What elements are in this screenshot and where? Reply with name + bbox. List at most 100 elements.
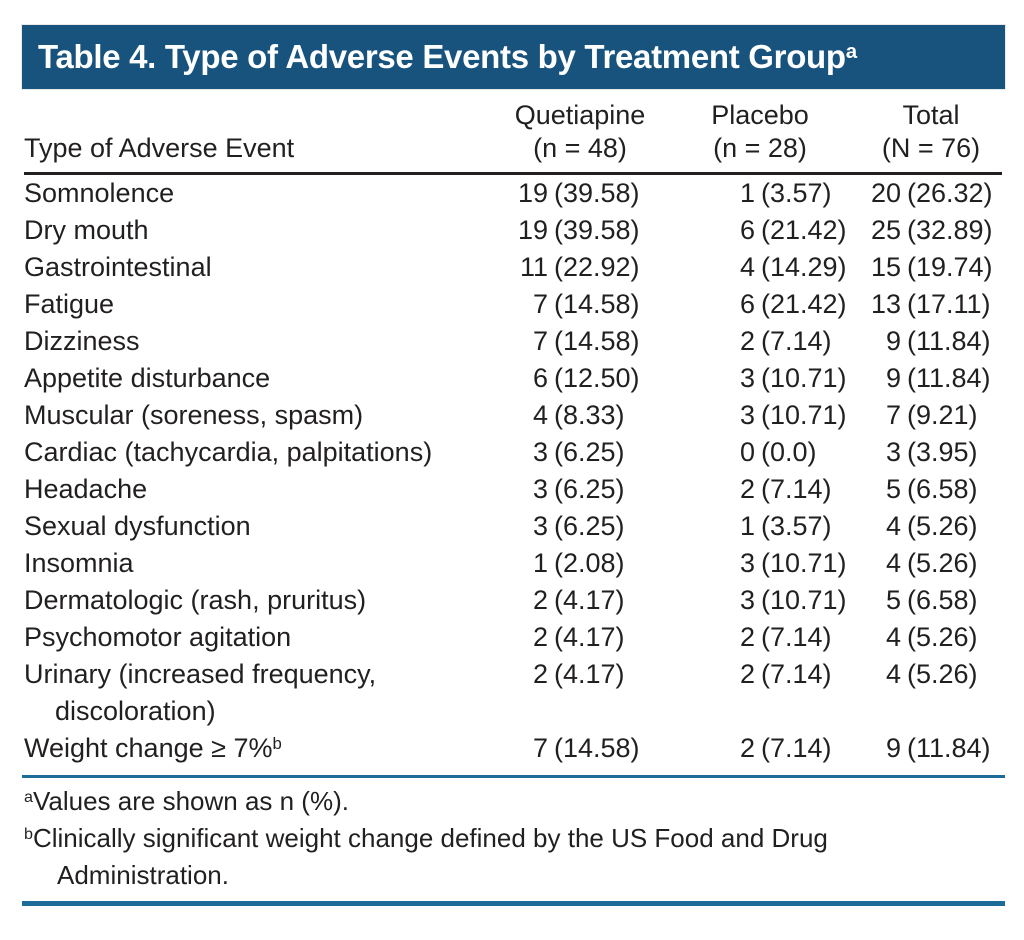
percent-value: (39.58) (554, 178, 640, 208)
quetiapine-cell: 1 (2.08) (500, 545, 660, 582)
footnote-text: Values are shown as n (%). (32, 786, 349, 816)
event-cell: Somnolence (24, 174, 500, 213)
quetiapine-cell: 7 (14.58) (500, 323, 660, 360)
footnote: bClinically significant weight change de… (24, 820, 1002, 894)
percent-value: (5.26) (907, 511, 978, 541)
footnote-text: Clinically significant weight change def… (32, 823, 828, 853)
table-bottom-rule (22, 901, 1005, 906)
event-label: Urinary (increased frequency, (24, 659, 377, 689)
percent-value: (22.92) (554, 252, 640, 282)
quetiapine-cell: 7 (14.58) (500, 286, 660, 323)
percent-value: (12.50) (554, 363, 640, 393)
percent-value: (10.71) (761, 548, 847, 578)
count-value: 2 (532, 622, 548, 652)
percent-value: (11.84) (907, 363, 991, 393)
placebo-cell: 3 (10.71) (660, 360, 860, 397)
table-title: Table 4. Type of Adverse Events by Treat… (38, 38, 857, 76)
percent-value: (32.89) (907, 215, 993, 245)
count-value: 2 (739, 659, 755, 689)
total-cell: 4 (5.26) (860, 545, 1002, 582)
quetiapine-cell: 11 (22.92) (500, 249, 660, 286)
event-label: Muscular (soreness, spasm) (24, 400, 364, 430)
percent-value: (4.17) (554, 622, 625, 652)
percent-value: (11.84) (907, 733, 991, 763)
quetiapine-cell: 2 (4.17) (500, 619, 660, 656)
event-cell: Appetite disturbance (24, 360, 500, 397)
count-value: 2 (739, 474, 755, 504)
total-cell: 4 (5.26) (860, 656, 1002, 730)
footnote-divider-rule (22, 775, 1005, 778)
quetiapine-cell: 2 (4.17) (500, 582, 660, 619)
table-row: Headache 3 (6.25) 2 (7.14) 5 (6.58) (24, 471, 1002, 508)
table-row: Muscular (soreness, spasm) 4 (8.33) 3 (10.… (24, 397, 1002, 434)
table-title-bar: Table 4. Type of Adverse Events by Treat… (21, 24, 1006, 90)
column-header-total: Total (N = 76) (860, 99, 1002, 175)
placebo-cell: 1 (3.57) (660, 508, 860, 545)
count-value: 4 (885, 511, 901, 541)
count-value: 3 (532, 474, 548, 504)
percent-value: (3.57) (761, 511, 832, 541)
event-cell: Gastrointestinal (24, 249, 500, 286)
group-name: Placebo (711, 100, 809, 130)
event-label: Dizziness (24, 326, 140, 356)
percent-value: (39.58) (554, 215, 640, 245)
event-cell: Muscular (soreness, spasm) (24, 397, 500, 434)
count-value: 2 (739, 326, 755, 356)
table-title-text: Table 4. Type of Adverse Events by Treat… (38, 38, 846, 75)
total-cell: 5 (6.58) (860, 471, 1002, 508)
count-value: 4 (739, 252, 755, 282)
placebo-cell: 2 (7.14) (660, 656, 860, 730)
count-value: 6 (739, 215, 755, 245)
group-name: Total (902, 100, 960, 130)
count-value: 15 (870, 252, 901, 282)
table-row: Psychomotor agitation 2 (4.17) 2 (7.14) 4(… (24, 619, 1002, 656)
percent-value: (6.58) (907, 585, 978, 615)
event-label: Psychomotor agitation (24, 622, 292, 652)
count-value: 2 (739, 733, 755, 763)
table-row: Fatigue 7 (14.58) 6 (21.42) 13 (17.11) (24, 286, 1002, 323)
count-value: 3 (739, 585, 755, 615)
column-header-placebo: Placebo (n = 28) (660, 99, 860, 175)
percent-value: (7.14) (761, 622, 832, 652)
total-cell: 13 (17.11) (860, 286, 1002, 323)
placebo-cell: 0 (0.0) (660, 434, 860, 471)
table-row: Insomnia 1 (2.08) 3 (10.71) 4 (5.26) (24, 545, 1002, 582)
event-cell: Dermatologic (rash, pruritus) (24, 582, 500, 619)
table-row: Urinary (increased frequency, discolorati… (24, 656, 1002, 730)
percent-value: (7.14) (761, 659, 832, 689)
total-cell: 9 (11.84) (860, 323, 1002, 360)
placebo-cell: 2 (7.14) (660, 619, 860, 656)
count-value: 4 (885, 622, 901, 652)
page: Table 4. Type of Adverse Events by Treat… (21, 24, 1006, 906)
quetiapine-cell: 19 (39.58) (500, 174, 660, 213)
total-cell: 25 (32.89) (860, 212, 1002, 249)
event-label: Sexual dysfunction (24, 511, 251, 541)
percent-value: (6.58) (907, 474, 978, 504)
table-row: Sexual dysfunction 3 (6.25) 1 (3.57) 4 (5.2… (24, 508, 1002, 545)
column-header-event: Type of Adverse Event (24, 99, 500, 175)
count-value: 3 (739, 363, 755, 393)
table-row: Dry mouth 19 (39.58) 6 (21.42) 25 (32.89) (24, 212, 1002, 249)
percent-value: (5.26) (907, 548, 978, 578)
event-cell: Psychomotor agitation (24, 619, 500, 656)
placebo-cell: 2 (7.14) (660, 323, 860, 360)
footnotes: aValues are shown as n (%). bClinically … (24, 778, 1002, 901)
total-cell: 9 (11.84) (860, 360, 1002, 397)
quetiapine-cell: 3 (6.25) (500, 508, 660, 545)
count-value: 3 (532, 437, 548, 467)
placebo-cell: 1 (3.57) (660, 174, 860, 213)
placebo-cell: 6 (21.42) (660, 212, 860, 249)
event-label: Somnolence (24, 178, 175, 208)
percent-value: (19.74) (907, 252, 993, 282)
count-value: 2 (532, 585, 548, 615)
percent-value: (14.58) (554, 733, 640, 763)
percent-value: (9.21) (907, 400, 978, 430)
count-value: 4 (885, 659, 901, 689)
event-label-line2: discoloration) (55, 696, 216, 726)
total-cell: 20 (26.32) (860, 174, 1002, 213)
count-value: 7 (532, 733, 548, 763)
count-value: 2 (739, 622, 755, 652)
event-label: Cardiac (tachycardia, palpitations) (24, 437, 433, 467)
total-cell: 4 (5.26) (860, 619, 1002, 656)
count-value: 9 (885, 363, 901, 393)
